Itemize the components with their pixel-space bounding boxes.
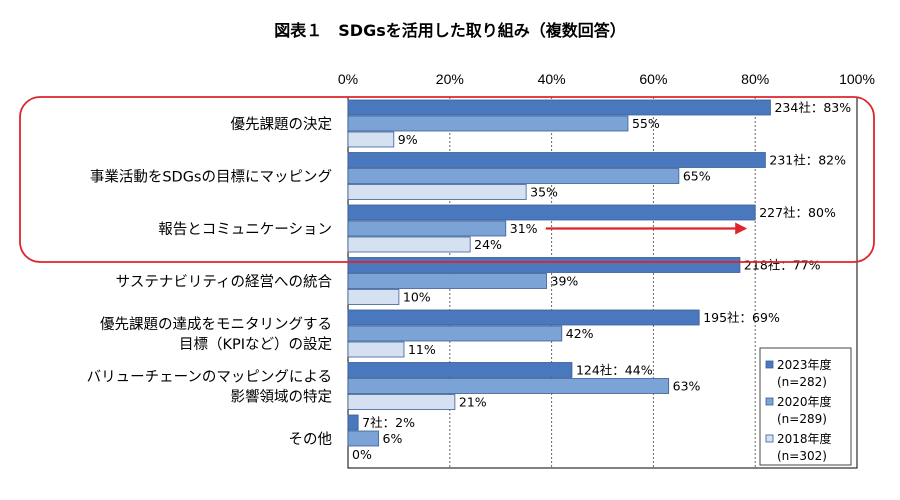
bar	[347, 257, 741, 273]
category-label: 報告とコミュニケーション	[158, 221, 332, 238]
category-label: 影響領域の特定	[231, 388, 333, 406]
bar	[347, 99, 771, 116]
x-tick-label: 0%	[338, 71, 358, 87]
category-label: サステナビリティの経営への統合	[116, 274, 333, 291]
bar	[347, 414, 359, 431]
bar	[347, 341, 405, 358]
x-tick-label: 60%	[639, 71, 667, 87]
arrow-head-icon	[735, 222, 748, 235]
legend-swatch	[765, 397, 774, 406]
data-label: 231社：82%	[769, 153, 846, 168]
data-label: 55%	[632, 116, 660, 131]
category-label: その他	[289, 431, 333, 448]
bar	[347, 131, 395, 148]
data-label: 21%	[459, 395, 487, 410]
bar	[347, 289, 400, 305]
legend-series-name: 2020年度	[777, 394, 832, 409]
bar	[347, 362, 573, 378]
data-label: 227社：80%	[759, 205, 836, 220]
data-label: 7社：2%	[362, 415, 415, 430]
legend-series-n: (n=289)	[777, 412, 827, 426]
bar	[347, 378, 670, 394]
chart-title: 図表１ SDGsを活用した取り組み（複数回答）	[274, 21, 625, 40]
x-tick-label: 40%	[538, 71, 566, 87]
x-tick-label: 20%	[436, 71, 464, 87]
data-label: 0%	[352, 447, 372, 462]
bar	[347, 394, 456, 410]
bar	[347, 168, 680, 184]
bar	[347, 430, 379, 447]
bar	[347, 309, 700, 326]
data-label: 24%	[474, 237, 502, 252]
data-label: 35%	[530, 185, 558, 200]
legend-box	[759, 347, 852, 466]
bar	[347, 184, 527, 200]
bar	[347, 325, 563, 342]
legend-swatch	[765, 360, 774, 369]
data-label: 10%	[403, 290, 431, 305]
data-label: 195社：69%	[703, 310, 780, 325]
data-label: 9%	[398, 132, 418, 147]
data-label: 63%	[673, 379, 701, 394]
data-label: 11%	[408, 342, 436, 357]
bar	[347, 152, 766, 168]
legend-series-name: 2023年度	[777, 357, 832, 372]
category-label: 事業活動をSDGsの目標にマッピング	[90, 169, 332, 186]
data-label: 6%	[383, 431, 403, 446]
legend-swatch	[765, 434, 774, 443]
category-label: 優先課題の達成をモニタリングする	[100, 316, 332, 333]
data-label: 42%	[566, 326, 594, 341]
data-label: 218社：77%	[744, 258, 821, 273]
bar	[347, 115, 629, 132]
data-label: 31%	[510, 221, 538, 236]
highlight-box	[19, 96, 875, 263]
legend-series-n: (n=282)	[777, 375, 827, 389]
category-label: 優先課題の決定	[231, 116, 333, 133]
bar	[347, 273, 547, 289]
bar	[347, 236, 471, 253]
x-tick-label: 80%	[741, 71, 769, 87]
legend-series-name: 2018年度	[777, 431, 832, 446]
category-label: 目標（KPIなど）の設定	[179, 336, 332, 353]
data-label: 65%	[683, 169, 711, 184]
data-label: 124社：44%	[576, 363, 653, 378]
x-tick-label: 100%	[839, 71, 875, 87]
category-label: バリューチェーンのマッピングによる	[87, 369, 332, 386]
bar	[347, 204, 756, 221]
data-label: 234社：83%	[774, 100, 851, 115]
bar	[347, 220, 507, 237]
legend-series-n: (n=302)	[777, 449, 827, 463]
data-label: 39%	[551, 274, 579, 289]
